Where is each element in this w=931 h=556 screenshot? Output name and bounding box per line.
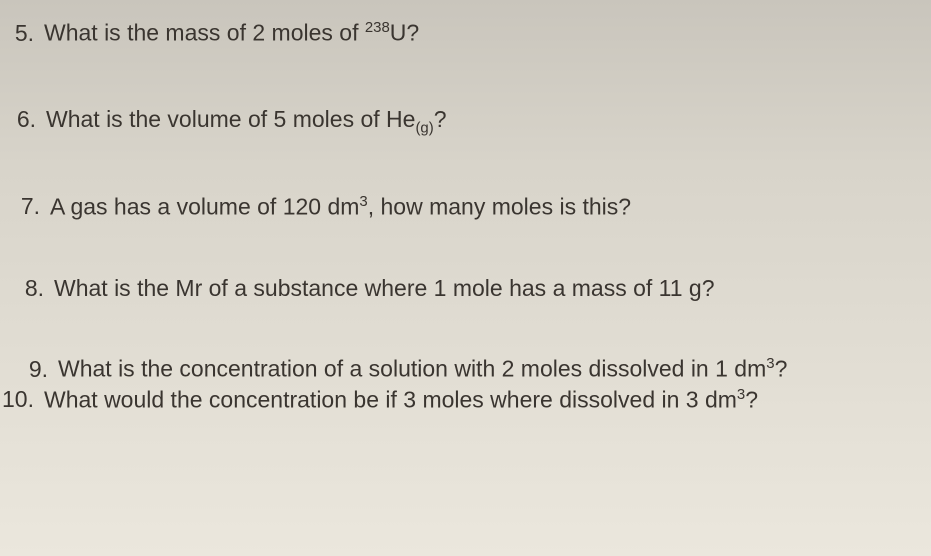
text-segment: What is the concentration of a solution … <box>58 356 766 382</box>
question-5: 5. What is the mass of 2 moles of 238U? <box>0 18 931 49</box>
superscript: 3 <box>766 355 774 372</box>
text-segment: What would the concentration be if 3 mol… <box>44 386 737 412</box>
question-8: 8. What is the Mr of a substance where 1… <box>0 274 931 304</box>
text-segment: What is the mass of 2 moles of <box>44 20 365 46</box>
text-segment: ? <box>775 356 788 382</box>
text-segment: A gas has a volume of 120 dm <box>50 193 359 219</box>
superscript: 3 <box>737 386 745 403</box>
question-number: 6. <box>2 105 46 135</box>
question-number: 7. <box>6 192 50 222</box>
question-text: What would the concentration be if 3 mol… <box>44 385 931 416</box>
question-text: What is the volume of 5 moles of He(g)? <box>46 105 931 138</box>
text-segment: ? <box>434 106 447 132</box>
subscript: (g) <box>415 119 433 136</box>
question-number: 10. <box>0 385 44 415</box>
superscript: 238 <box>365 19 390 36</box>
question-text: What is the concentration of a solution … <box>58 354 931 385</box>
question-6: 6. What is the volume of 5 moles of He(g… <box>0 105 931 138</box>
question-9: 9. What is the concentration of a soluti… <box>0 354 931 385</box>
question-number: 5. <box>0 19 44 49</box>
text-segment: What is the volume of 5 moles of He <box>46 106 415 132</box>
question-text: What is the Mr of a substance where 1 mo… <box>54 274 931 304</box>
superscript: 3 <box>359 193 367 210</box>
question-text: A gas has a volume of 120 dm3, how many … <box>50 192 931 223</box>
question-number: 9. <box>14 355 58 385</box>
question-number: 8. <box>10 274 54 304</box>
text-segment: What is the Mr of a substance where 1 mo… <box>54 275 715 301</box>
text-segment: , how many moles is this? <box>368 193 631 219</box>
question-text: What is the mass of 2 moles of 238U? <box>44 18 931 49</box>
text-segment: ? <box>745 386 758 412</box>
text-segment: U? <box>390 20 419 46</box>
question-7: 7. A gas has a volume of 120 dm3, how ma… <box>0 192 931 223</box>
question-10: 10. What would the concentration be if 3… <box>0 385 931 416</box>
